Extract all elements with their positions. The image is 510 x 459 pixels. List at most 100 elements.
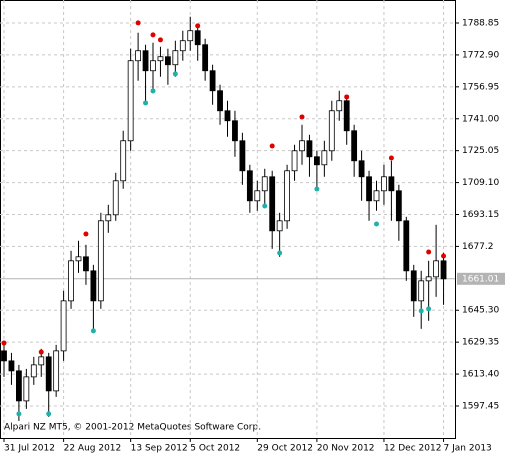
fractal-dot <box>16 411 22 417</box>
candle-body <box>343 100 350 132</box>
x-tick-label: 31 Jul 2012 <box>4 444 55 454</box>
candle-body <box>150 60 156 72</box>
fractal-dot <box>1 340 7 346</box>
candle-body <box>403 220 410 272</box>
candle-body <box>75 256 82 262</box>
fractal-dot <box>46 411 52 417</box>
candle-body <box>410 270 417 302</box>
candle-body <box>157 56 164 62</box>
candle-body <box>299 140 305 152</box>
candle-body <box>440 260 447 280</box>
candle-body <box>38 356 45 366</box>
candle-body <box>321 150 328 166</box>
candle-body <box>83 256 89 272</box>
candle-body <box>15 370 22 402</box>
candle-body <box>418 280 425 302</box>
x-tick-label: 12 Dec 2012 <box>384 444 442 454</box>
candle-body <box>373 190 380 202</box>
candle-body <box>433 260 440 278</box>
fractal-dot <box>426 306 432 312</box>
fractal-dot <box>172 71 178 77</box>
candle-body <box>328 110 335 152</box>
candle-body <box>30 364 37 378</box>
y-tick-label: 1772.90 <box>462 50 499 60</box>
candle-body <box>358 160 365 178</box>
candle-body <box>112 180 119 216</box>
fractal-dot <box>38 349 44 355</box>
candle-body <box>1 350 7 362</box>
watermark: Alpari NZ MT5, © 2001-2012 MetaQuotes So… <box>4 423 261 433</box>
candle-body <box>23 376 30 402</box>
y-tick-label: 1629.35 <box>462 338 499 348</box>
y-tick-label: 1741.00 <box>462 114 499 124</box>
fractal-dot <box>299 114 305 120</box>
candle-body <box>254 190 261 202</box>
plot-frame <box>0 0 456 439</box>
candle-body <box>142 50 149 72</box>
y-tick-label: 1725.05 <box>462 146 499 156</box>
candle-body <box>306 140 313 158</box>
candle-body <box>120 140 127 182</box>
candle-body <box>164 56 171 66</box>
candle-body <box>232 120 238 142</box>
candle-body <box>239 140 246 172</box>
fractal-dot <box>344 94 350 100</box>
candle-body <box>336 100 343 112</box>
fractal-dot <box>157 37 163 43</box>
fractal-dot <box>314 186 320 192</box>
candle-body <box>395 190 402 222</box>
x-tick-label: 5 Oct 2012 <box>190 444 240 454</box>
x-tick-label: 13 Sep 2012 <box>131 444 188 454</box>
fractal-dot <box>441 253 447 259</box>
fractal-dot <box>143 100 149 106</box>
candle-body <box>202 44 209 72</box>
candle-body <box>127 60 134 142</box>
y-tick-label: 1677.2 <box>462 242 494 252</box>
fractal-dot <box>90 328 96 334</box>
y-tick-label: 1709.10 <box>462 178 499 188</box>
y-tick-label: 1788.85 <box>462 19 499 29</box>
candle-body <box>313 156 320 166</box>
fractal-dot <box>262 203 268 209</box>
candle-body <box>97 220 104 302</box>
candle-body <box>172 50 179 66</box>
candle-body <box>366 176 372 202</box>
fractal-dot <box>388 155 394 161</box>
x-tick-label: 22 Aug 2012 <box>64 444 122 454</box>
candle-body <box>68 260 74 302</box>
candle-body <box>209 70 216 92</box>
candle-body <box>179 40 186 52</box>
candle-body <box>60 300 67 352</box>
fractal-dot <box>374 221 379 227</box>
candle-body <box>261 176 268 192</box>
fractal-dot <box>195 23 201 29</box>
fractal-dot <box>135 20 141 26</box>
fractal-dot <box>418 308 424 314</box>
candle-body <box>187 30 194 42</box>
candle-body <box>351 130 358 162</box>
fractal-dot <box>277 250 283 256</box>
candle-body <box>8 360 15 372</box>
candle-body <box>284 170 291 222</box>
candle-body <box>388 176 395 192</box>
fractal-dot <box>150 32 156 38</box>
candle-body <box>269 176 276 232</box>
fractal-dot <box>83 231 89 237</box>
candle-body <box>276 220 283 232</box>
candle-body <box>217 90 223 112</box>
price-label-bg <box>457 272 505 285</box>
x-tick-label: 20 Nov 2012 <box>317 444 375 454</box>
candle-body <box>381 176 387 192</box>
y-tick-label: 1756.95 <box>462 82 499 92</box>
y-tick-label: 1597.45 <box>462 401 499 411</box>
candle-body <box>425 276 432 282</box>
candle-body <box>90 270 97 302</box>
price-label: 1661.01 <box>462 274 499 284</box>
fractal-dot <box>150 88 156 94</box>
candle-body <box>105 214 112 222</box>
candle-body <box>224 110 231 122</box>
candle-body <box>246 170 253 202</box>
y-tick-label: 1613.40 <box>462 370 499 380</box>
y-tick-label: 1693.15 <box>462 210 499 220</box>
